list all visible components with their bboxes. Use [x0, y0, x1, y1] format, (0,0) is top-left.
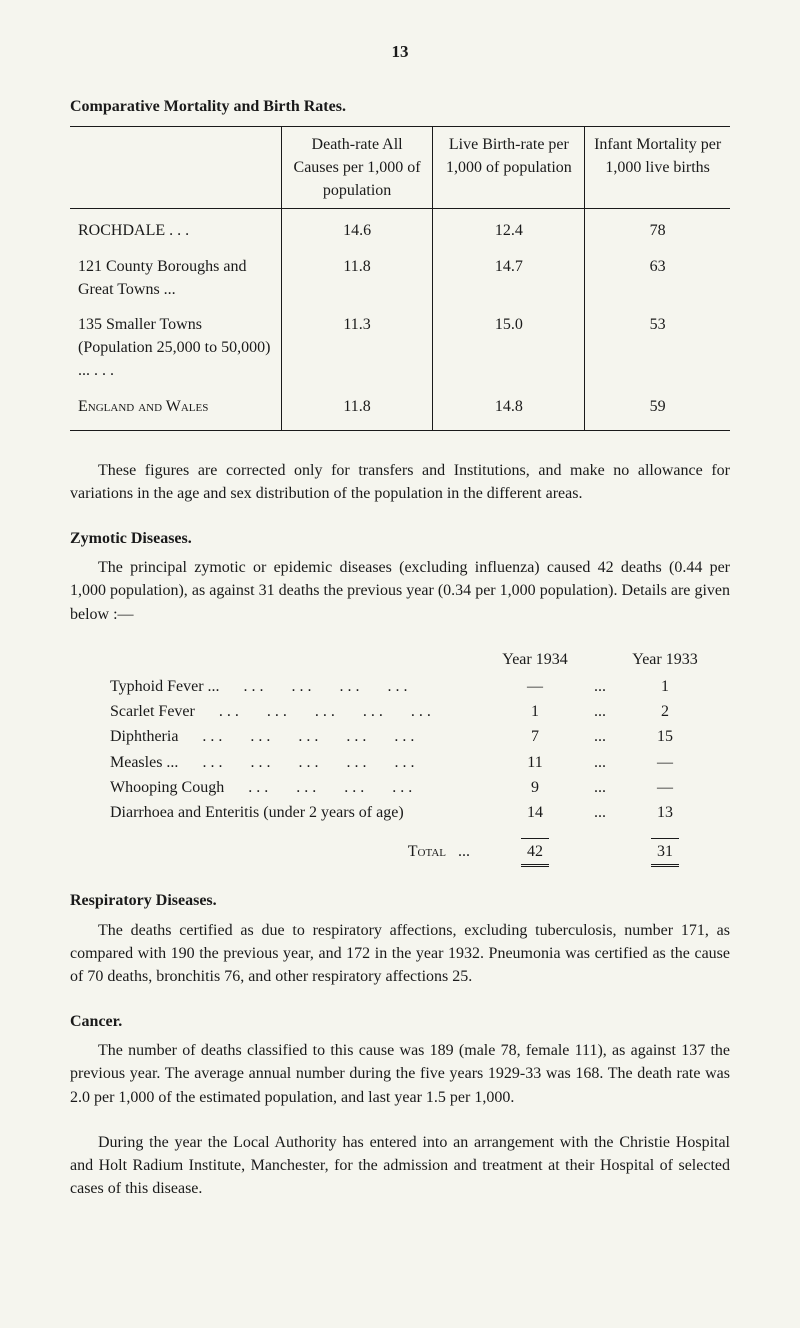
dots: ...	[580, 751, 620, 774]
zymotic-list: Year 1934 Year 1933 Typhoid Fever ... ..…	[110, 648, 710, 868]
item-y2: —	[620, 751, 710, 774]
item-y2: 2	[620, 700, 710, 723]
cell: 11.3	[281, 307, 433, 389]
item-label: Diphtheria ... ... ... ... ...	[110, 725, 490, 748]
item-label: Typhoid Fever ... ... ... ... ...	[110, 675, 490, 698]
respiratory-heading: Respiratory Diseases.	[70, 889, 730, 912]
year-1933: Year 1933	[620, 648, 710, 671]
row-label: 121 County Boroughs and Great Towns ...	[70, 249, 281, 307]
item-y2: 15	[620, 725, 710, 748]
item-y1: 9	[490, 776, 580, 799]
list-item: Measles ... ... ... ... ... ... 11 ... —	[110, 751, 710, 774]
item-y2: 1	[620, 675, 710, 698]
item-label: Whooping Cough ... ... ... ...	[110, 776, 490, 799]
dots: ...	[580, 776, 620, 799]
page-number: 13	[70, 40, 730, 65]
table-row: England and Wales 11.8 14.8 59	[70, 389, 730, 430]
respiratory-text: The deaths certified as due to respirato…	[70, 919, 730, 989]
total-y1: 42	[521, 838, 549, 867]
table-row: ROCHDALE ... 14.6 12.4 78	[70, 209, 730, 249]
row-label: ROCHDALE ...	[70, 209, 281, 249]
cancer-p1: The number of deaths classified to this …	[70, 1039, 730, 1109]
total-y2: 31	[651, 838, 679, 867]
dots: ...	[580, 700, 620, 723]
cell: 59	[585, 389, 730, 430]
year-1934: Year 1934	[490, 648, 580, 671]
dots: ...	[580, 675, 620, 698]
list-item: Typhoid Fever ... ... ... ... ... — ... …	[110, 675, 710, 698]
mortality-table: Death-rate All Causes per 1,000 of popul…	[70, 126, 730, 431]
year-header: Year 1934 Year 1933	[110, 648, 710, 671]
item-y1: 1	[490, 700, 580, 723]
list-item: Scarlet Fever ... ... ... ... ... 1 ... …	[110, 700, 710, 723]
list-item: Diphtheria ... ... ... ... ... 7 ... 15	[110, 725, 710, 748]
col-header-empty	[70, 127, 281, 209]
item-label: Scarlet Fever ... ... ... ... ...	[110, 700, 490, 723]
table-row: 135 Smaller Towns (Population 25,000 to …	[70, 307, 730, 389]
cell: 11.8	[281, 389, 433, 430]
cell: 15.0	[433, 307, 585, 389]
item-label: Diarrhoea and Enteritis (under 2 years o…	[110, 801, 490, 824]
total-label: Total ...	[110, 840, 490, 863]
item-y1: 11	[490, 751, 580, 774]
cell: 14.7	[433, 249, 585, 307]
table-header-row: Death-rate All Causes per 1,000 of popul…	[70, 127, 730, 209]
row-label: 135 Smaller Towns (Population 25,000 to …	[70, 307, 281, 389]
cell: 12.4	[433, 209, 585, 249]
cancer-heading: Cancer.	[70, 1010, 730, 1033]
table-heading: Comparative Mortality and Birth Rates.	[70, 95, 730, 118]
col-header-birth-rate: Live Birth-rate per 1,000 of population	[433, 127, 585, 209]
list-item: Whooping Cough ... ... ... ... 9 ... —	[110, 776, 710, 799]
dots: ...	[580, 801, 620, 824]
cell: 14.6	[281, 209, 433, 249]
cancer-p2: During the year the Local Authority has …	[70, 1131, 730, 1201]
row-label: England and Wales	[70, 389, 281, 430]
total-row: Total ... 42 31	[110, 832, 710, 867]
col-header-infant-mortality: Infant Mortality per 1,000 live births	[585, 127, 730, 209]
item-label: Measles ... ... ... ... ... ...	[110, 751, 490, 774]
item-y1: —	[490, 675, 580, 698]
item-y1: 7	[490, 725, 580, 748]
dots: ...	[580, 725, 620, 748]
item-y2: —	[620, 776, 710, 799]
item-y1: 14	[490, 801, 580, 824]
item-y2: 13	[620, 801, 710, 824]
zymotic-intro: The principal zymotic or epidemic diseas…	[70, 556, 730, 626]
table-row: 121 County Boroughs and Great Towns ... …	[70, 249, 730, 307]
cell: 14.8	[433, 389, 585, 430]
col-header-death-rate: Death-rate All Causes per 1,000 of popul…	[281, 127, 433, 209]
zymotic-heading: Zymotic Diseases.	[70, 527, 730, 550]
cell: 11.8	[281, 249, 433, 307]
list-item: Diarrhoea and Enteritis (under 2 years o…	[110, 801, 710, 824]
cell: 78	[585, 209, 730, 249]
cell: 53	[585, 307, 730, 389]
para-transfers: These figures are corrected only for tra…	[70, 459, 730, 505]
cell: 63	[585, 249, 730, 307]
